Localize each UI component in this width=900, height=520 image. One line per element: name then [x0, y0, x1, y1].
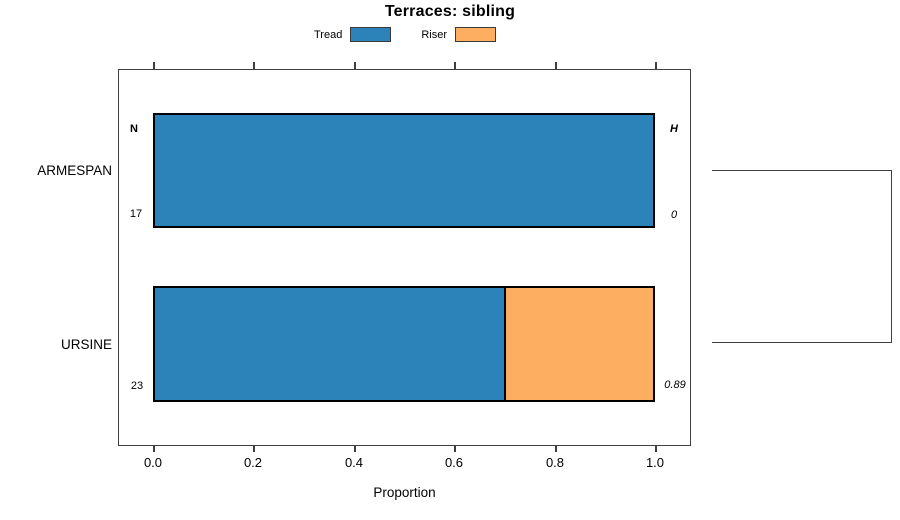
y-category-label-ursine: URSINE	[60, 337, 112, 352]
legend-swatch-riser	[455, 27, 496, 42]
x-tick-label: 0.4	[344, 455, 364, 470]
x-axis-label: Proportion	[373, 485, 436, 500]
bar-ursine-tread-segment	[155, 288, 504, 400]
x-axis-bottom-tick	[454, 445, 456, 452]
annotation-h-header: H	[670, 123, 678, 135]
x-axis-top-tick	[454, 62, 456, 69]
x-axis-bottom-tick	[253, 445, 255, 452]
x-tick-label: 0.8	[545, 455, 565, 470]
x-axis-bottom-tick	[153, 445, 155, 452]
x-axis-bottom-tick	[354, 445, 356, 452]
annotation-armespan-h: 0	[670, 209, 678, 221]
x-tick-label: 1.0	[645, 455, 665, 470]
x-axis-top-tick	[354, 62, 356, 69]
chart-title: Terraces: sibling	[384, 3, 516, 20]
dendrogram-join-line	[891, 170, 892, 343]
bar-ursine-riser-segment	[503, 288, 653, 400]
x-axis-bottom-tick	[555, 445, 557, 452]
x-axis-top-tick	[153, 62, 155, 69]
bar-ursine	[153, 286, 655, 402]
annotation-armespan-n: 17	[129, 208, 143, 220]
annotation-ursine-n: 23	[130, 380, 144, 392]
dendrogram-bottom-branch	[712, 342, 892, 343]
x-tick-label: 0.2	[243, 455, 263, 470]
x-tick-label: 0.0	[143, 455, 163, 470]
legend-item-riser: Riser	[421, 27, 496, 42]
x-axis-top-tick	[253, 62, 255, 69]
x-axis-bottom-tick	[655, 445, 657, 452]
legend: Tread Riser	[0, 27, 810, 42]
y-category-label-armespan: ARMESPAN	[37, 163, 112, 178]
annotation-n-header: N	[130, 123, 138, 135]
x-axis-top-tick	[655, 62, 657, 69]
dendrogram-top-branch	[712, 170, 892, 171]
legend-item-tread: Tread	[314, 27, 392, 42]
x-tick-label: 0.6	[444, 455, 464, 470]
annotation-ursine-h: 0.89	[664, 379, 686, 391]
legend-swatch-tread	[350, 27, 392, 42]
legend-label-tread: Tread	[314, 28, 343, 41]
bar-armespan	[153, 113, 655, 228]
legend-label-riser: Riser	[421, 28, 447, 41]
x-axis-top-tick	[555, 62, 557, 69]
bar-armespan-tread-segment	[155, 115, 653, 226]
